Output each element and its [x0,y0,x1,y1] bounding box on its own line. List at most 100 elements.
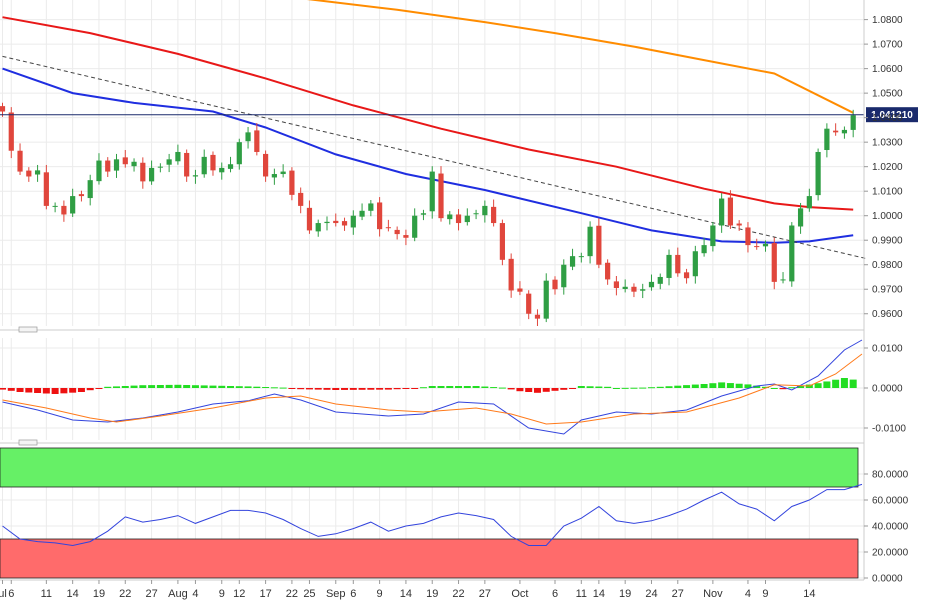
candle-body[interactable] [254,130,260,152]
candle-body[interactable] [333,220,339,224]
candle-body[interactable] [780,279,786,281]
candle-body[interactable] [166,159,172,165]
candle-body[interactable] [648,281,655,288]
candle-body[interactable] [122,157,128,165]
candle-body[interactable] [61,205,67,215]
candle-body[interactable] [473,213,479,215]
candle-body[interactable] [797,208,804,227]
candle-body[interactable] [359,210,365,217]
candle-body[interactable] [26,170,32,177]
candle-body[interactable] [587,226,593,257]
candle-body[interactable] [850,115,856,130]
candle-body[interactable] [578,256,584,258]
candle-body[interactable] [140,162,146,182]
candle-body[interactable] [298,192,304,206]
candle-body[interactable] [324,221,330,224]
candle-body[interactable] [771,242,777,282]
candle-body[interactable] [184,152,190,177]
candle-body[interactable] [412,215,418,238]
candle-body[interactable] [113,159,120,171]
candle-body[interactable] [438,173,444,219]
candle-body[interactable] [271,174,277,178]
candle-body[interactable] [569,256,576,267]
candle-body[interactable] [745,227,751,246]
candle-body[interactable] [148,167,155,182]
candle-body[interactable] [526,293,532,314]
candle-body[interactable] [17,150,23,172]
candle-body[interactable] [420,213,427,215]
candle-body[interactable] [833,130,839,133]
candle-body[interactable] [534,314,541,319]
candle-body[interactable] [403,235,409,238]
candle-body[interactable] [175,151,181,162]
candle-body[interactable] [78,194,85,197]
candle-body[interactable] [52,205,58,207]
candle-body[interactable] [157,166,163,168]
candle-body[interactable] [131,161,137,167]
candle-body[interactable] [455,214,462,224]
candle-body[interactable] [43,172,49,206]
pane-resize-handle-2[interactable] [18,439,38,446]
candle-body[interactable] [280,171,286,175]
candle-body[interactable] [561,264,567,288]
candle-body[interactable] [263,153,269,177]
candle-body[interactable] [613,281,619,289]
candle-body[interactable] [368,203,374,211]
candle-body[interactable] [754,246,760,248]
candle-body[interactable] [236,142,242,165]
candle-body[interactable] [622,286,628,289]
candle-body[interactable] [491,206,497,224]
candle-body[interactable] [8,112,14,151]
candle-body[interactable] [385,227,391,229]
candle-body[interactable] [245,132,251,142]
candle-body[interactable] [87,180,93,199]
candle-body[interactable] [824,128,830,151]
candle-body[interactable] [806,196,812,209]
candle-body[interactable] [543,280,549,319]
candle-body[interactable] [517,288,523,292]
candle-body[interactable] [666,254,672,278]
candle-body[interactable] [227,164,234,169]
candle-body[interactable] [447,214,453,220]
candle-body[interactable] [692,251,698,277]
candle-body[interactable] [482,205,488,216]
candle-body[interactable] [596,225,602,265]
candle-body[interactable] [70,196,76,214]
candle-body[interactable] [350,215,356,228]
candle-body[interactable] [315,223,321,232]
candle-body[interactable] [701,245,707,254]
candle-body[interactable] [96,160,102,182]
candle-body[interactable] [105,160,111,172]
pane-resize-handle-1[interactable] [18,326,38,333]
candle-body[interactable] [727,197,734,226]
candle-body[interactable] [201,156,207,175]
candle-body[interactable] [552,279,558,290]
candle-body[interactable] [394,229,400,235]
candle-body[interactable] [377,202,383,230]
candle-body[interactable] [306,207,313,231]
candle-body[interactable] [429,171,435,212]
candle-body[interactable] [289,170,295,195]
candle-body[interactable] [815,151,821,196]
candle-body[interactable] [0,106,6,112]
candle-body[interactable] [683,272,690,279]
candle-body[interactable] [762,243,769,247]
candle-body[interactable] [605,262,611,280]
candle-body[interactable] [736,223,742,226]
candle-body[interactable] [675,254,681,274]
candle-body[interactable] [341,221,348,226]
candle-body[interactable] [719,198,725,226]
candle-body[interactable] [841,129,848,134]
candle-body[interactable] [657,276,663,284]
candle-body[interactable] [192,175,199,177]
candle-body[interactable] [219,167,225,173]
candle-body[interactable] [464,215,470,223]
candle-body[interactable] [34,170,41,175]
candle-body[interactable] [210,154,216,171]
candle-body[interactable] [499,223,505,260]
candle-body[interactable] [631,286,637,292]
candle-body[interactable] [789,225,795,282]
candle-body[interactable] [640,289,646,291]
candle-body[interactable] [508,258,514,291]
